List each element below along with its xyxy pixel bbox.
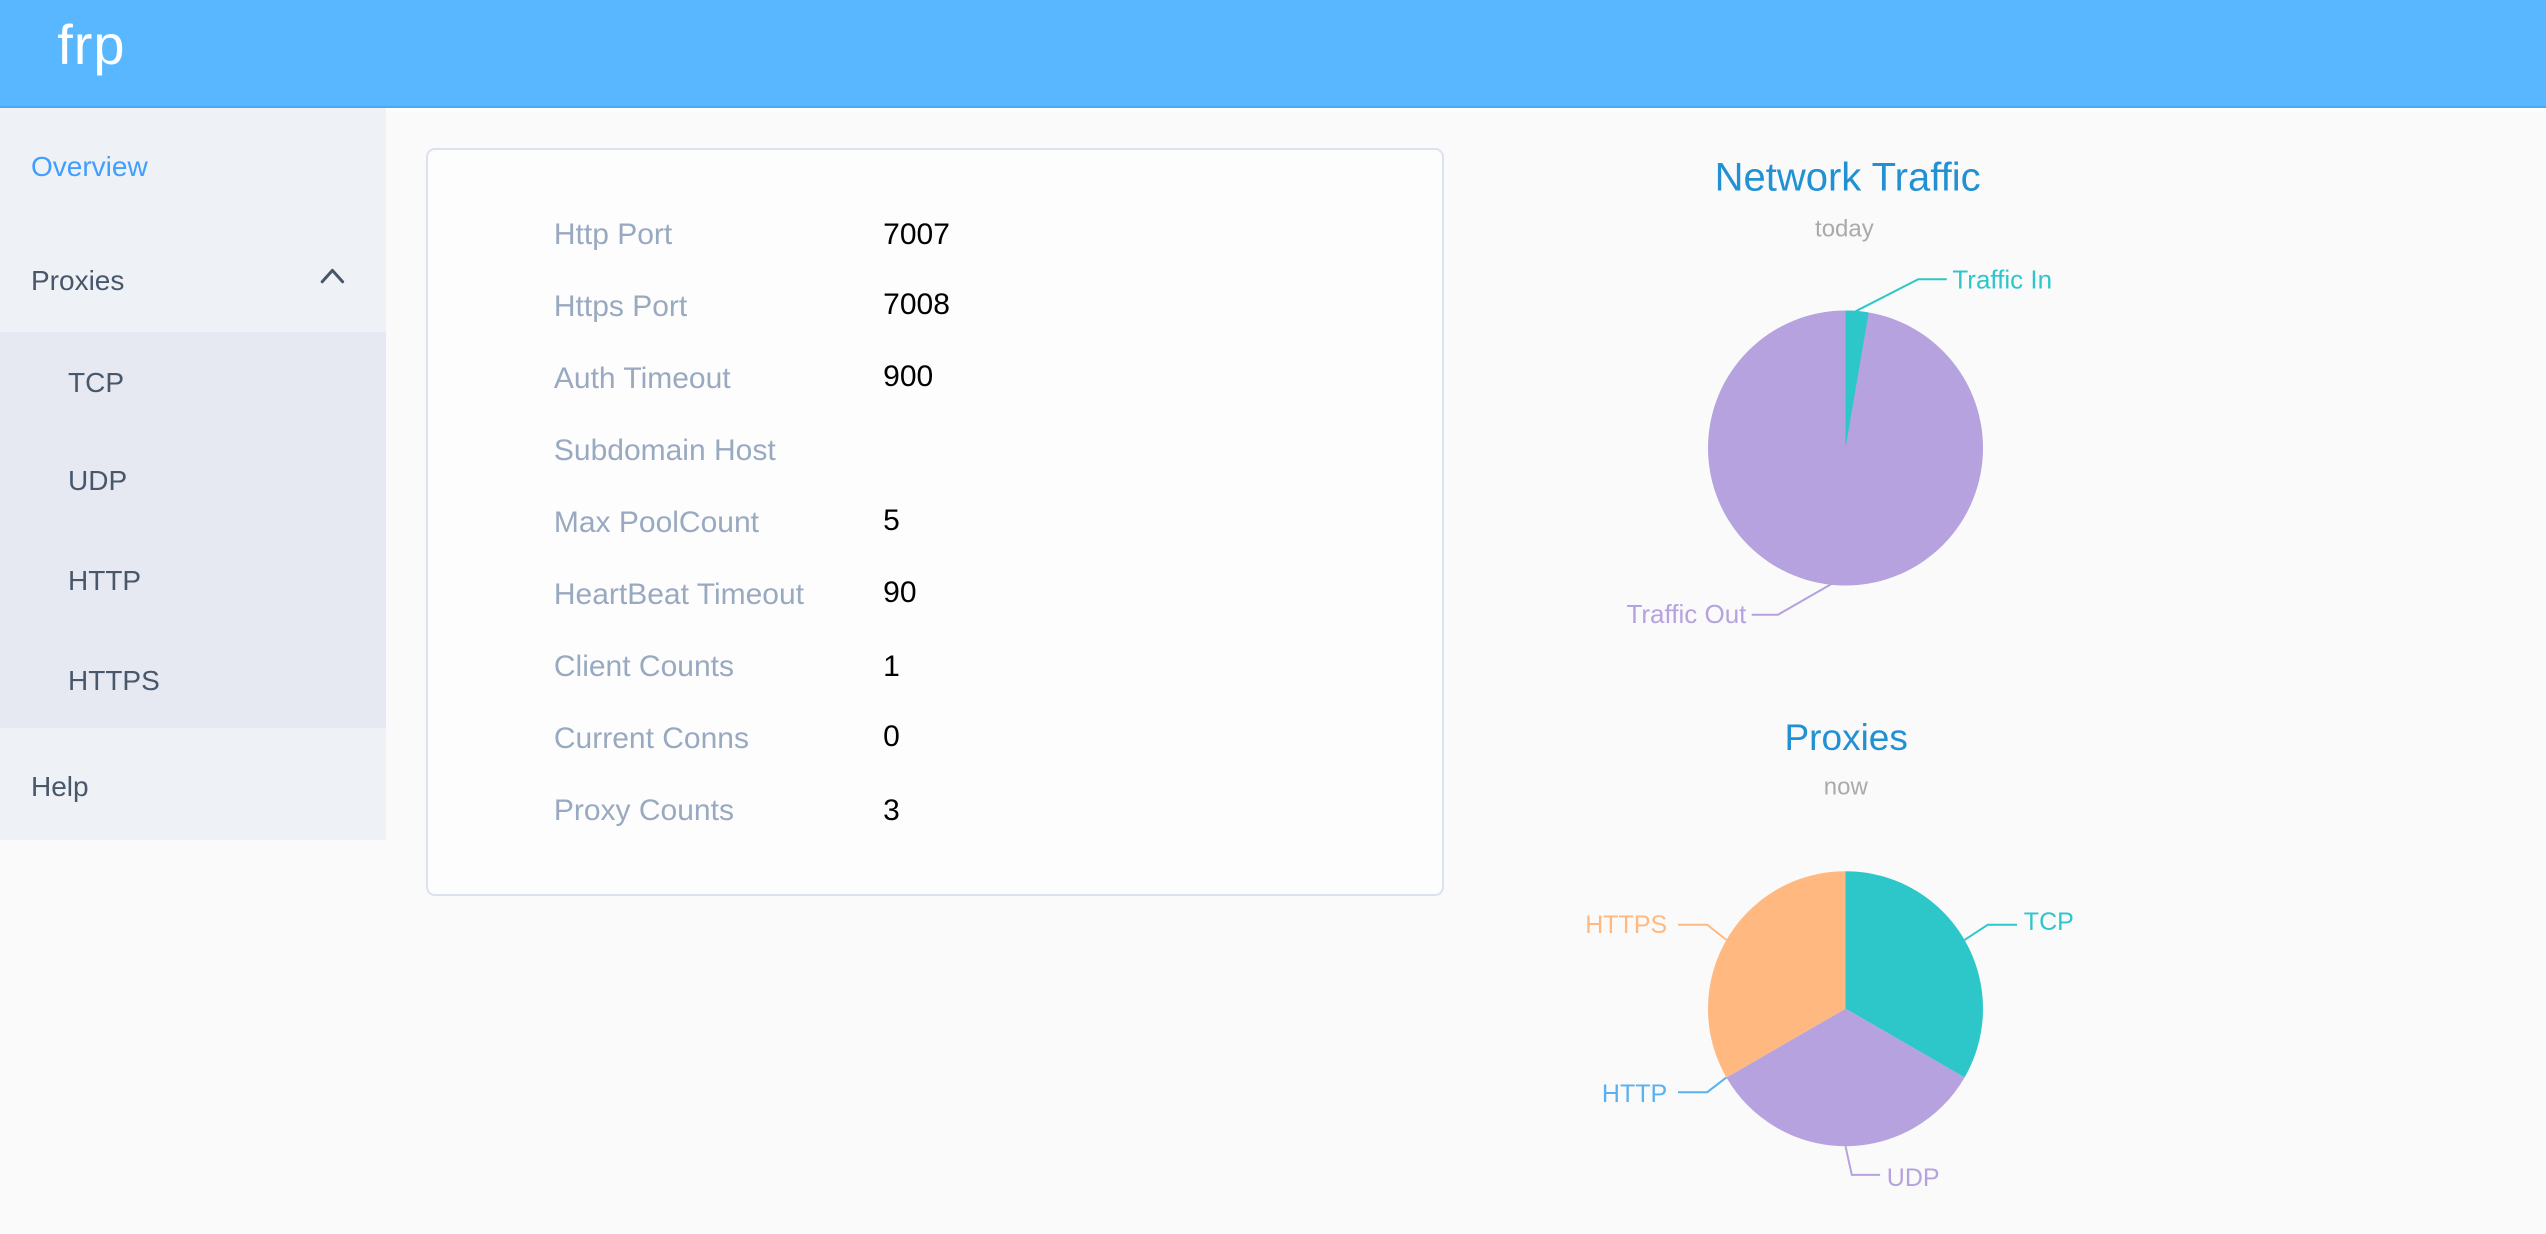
svg-text:HTTPS: HTTPS [1585,911,1667,939]
svg-text:Proxies: Proxies [1785,717,1908,758]
svg-text:TCP: TCP [2024,908,2074,936]
svg-text:Network Traffic: Network Traffic [1715,155,1981,199]
svg-text:HTTP: HTTP [1602,1080,1667,1108]
svg-text:now: now [1824,774,1869,801]
svg-text:Traffic In: Traffic In [1952,264,2052,294]
svg-text:Traffic Out: Traffic Out [1626,599,1747,629]
svg-text:UDP: UDP [1887,1164,1940,1192]
svg-text:today: today [1815,216,1874,243]
